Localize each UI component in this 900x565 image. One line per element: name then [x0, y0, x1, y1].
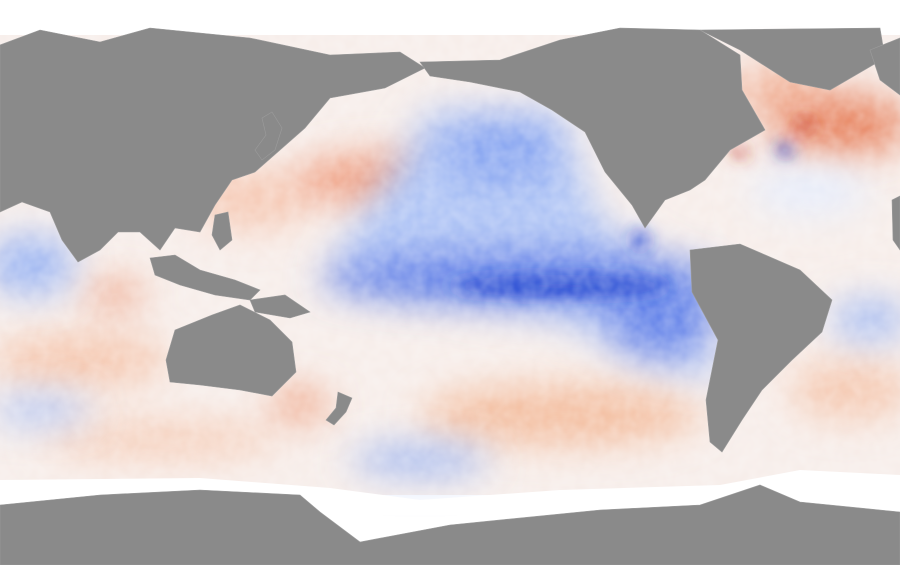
new-guinea	[249, 294, 311, 319]
japan	[254, 111, 283, 161]
north-america	[419, 27, 766, 229]
philippines	[211, 211, 233, 251]
eurasia	[0, 27, 426, 263]
indonesia	[149, 254, 261, 301]
antarctica	[0, 484, 900, 565]
africa-edge	[891, 195, 900, 251]
greenland	[699, 27, 886, 91]
europe	[869, 37, 900, 96]
australia	[165, 304, 297, 397]
land	[0, 27, 900, 565]
south-america	[689, 243, 833, 453]
new-zealand	[325, 391, 353, 426]
